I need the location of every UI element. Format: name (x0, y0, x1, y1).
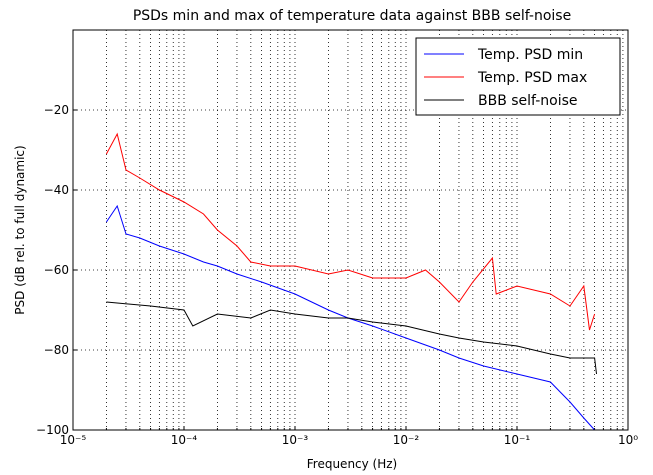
series-line (105, 132, 596, 331)
y-tick-label: −20 (44, 103, 69, 117)
y-tick-label: −60 (44, 263, 69, 277)
x-tick-label: 10⁻³ (282, 433, 309, 447)
y-axis-label: PSD (dB rel. to full dynamic) (13, 145, 27, 314)
x-tick-label: 10⁻⁴ (171, 433, 198, 447)
y-tick-label: −100 (36, 423, 69, 437)
legend: Temp. PSD min Temp. PSD max BBB self-noise (415, 37, 621, 116)
legend-label: Temp. PSD max (477, 70, 587, 86)
chart-title: PSDs min and max of temperature data aga… (133, 8, 571, 24)
legend-label: Temp. PSD min (477, 47, 583, 63)
x-tick-label: 10⁻² (393, 433, 420, 447)
x-tick-label: 10⁻⁵ (60, 433, 87, 447)
y-tick-label: −40 (44, 183, 69, 197)
series-line (106, 301, 597, 375)
series-line (105, 204, 595, 431)
plot-frame (72, 29, 629, 431)
x-axis-label: Frequency (Hz) (307, 457, 398, 471)
y-tick-label: −80 (44, 343, 69, 357)
x-tick-label: 10⁰ (618, 433, 638, 447)
legend-label: BBB self-noise (478, 93, 578, 109)
x-tick-label: 10⁻¹ (504, 433, 531, 447)
